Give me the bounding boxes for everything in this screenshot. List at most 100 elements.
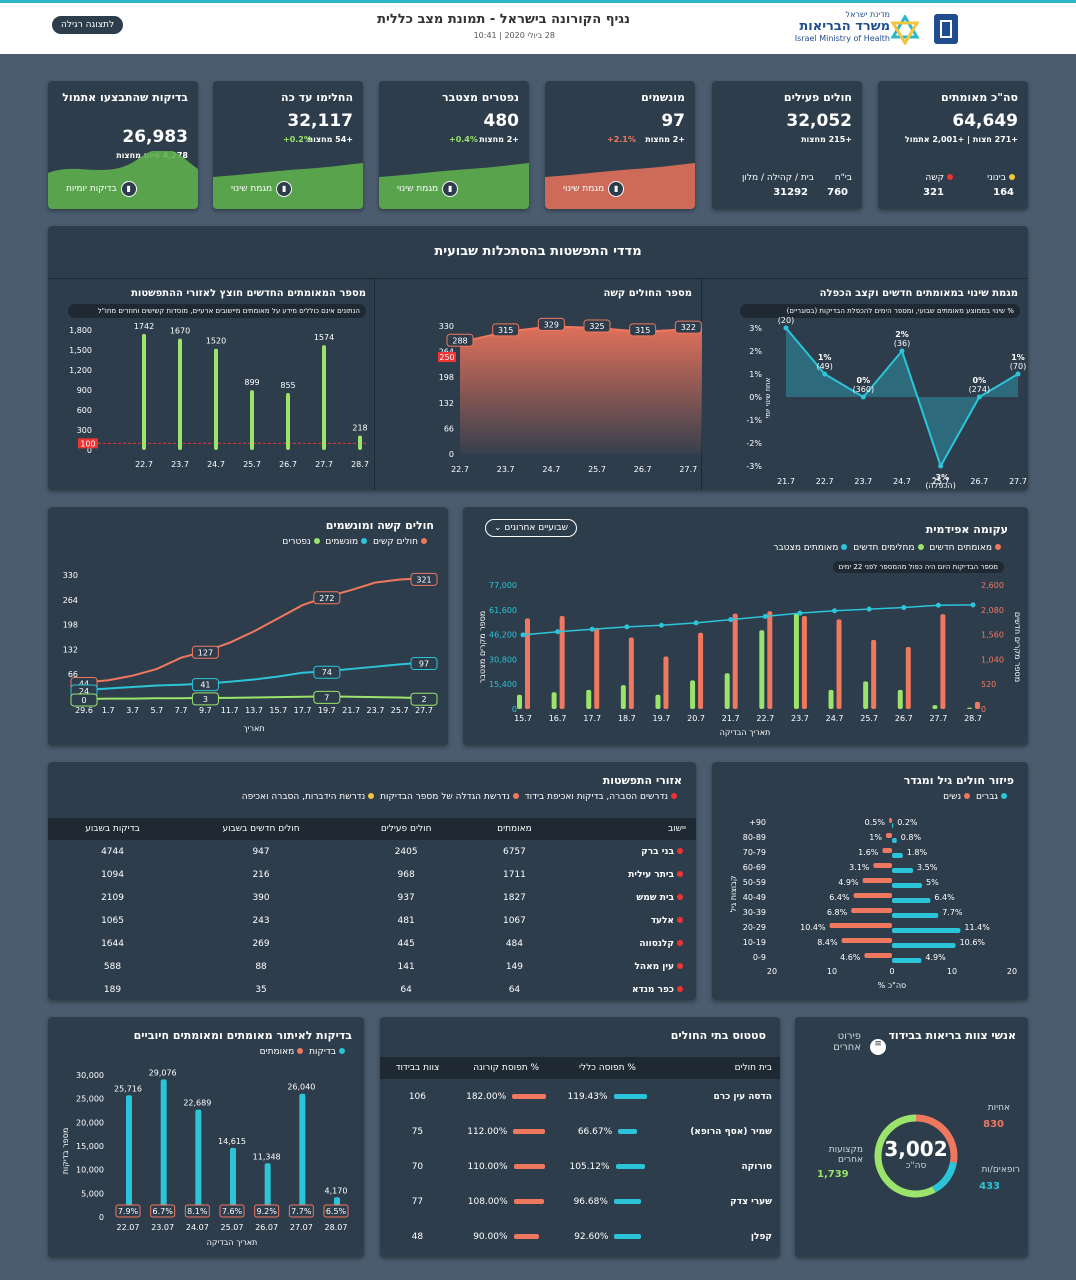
y-tick: 330 [63,571,78,580]
table-row[interactable]: קפלן 92.60% 90.00% 48 [380,1219,780,1254]
kpi-title: נפטרים מצטבר [442,91,519,104]
men-bar [892,898,931,903]
range-dropdown[interactable]: שבועיים אחרונים ⌄ [485,519,577,537]
kpi-trend-button[interactable]: ▮ מגמת שינוי [397,181,459,197]
x-tick: 28.7 [351,460,369,469]
x-tick: 27.7 [929,714,947,723]
severe-label-box [492,323,520,337]
y-tick: 198 [439,373,454,382]
severe-label-box [583,319,611,333]
table-row[interactable]: כפר מנדא 64 64 35 189 [48,978,696,1001]
table-cell: 1711 [502,869,526,880]
tests-legend: בדיקות מאומתים [260,1047,348,1057]
table-row[interactable]: קלנסווה 484 445 269 1644 [48,932,696,955]
severe-chart-title: מספר החולים קשה [603,288,692,299]
corona-occupancy: 182.00% [455,1079,558,1114]
men-bar [892,838,897,843]
table-header[interactable]: בית חולים [734,1063,772,1073]
x-tick: 16.7 [549,714,567,723]
staff-isolation: 75 [411,1126,424,1137]
doubling-label: (הכפלה) [925,481,955,490]
x-tick: 24.7 [542,465,560,474]
table-row[interactable]: עין מאהל 149 141 88 588 [48,955,696,978]
pct-label: 6.7% [153,1207,174,1216]
severe-vent-chart: 3302641981326604412727232124417497037229… [63,571,438,733]
table-row[interactable]: הדסה עין כרם 119.43% 182.00% 106 [380,1079,780,1114]
kpi-title: סה"כ מאומתים [941,91,1018,104]
men-label: 3.5% [917,863,938,872]
x-tick: 22.7 [135,460,153,469]
kpi-trend-button[interactable]: ▮ מגמת שינוי [563,181,625,197]
doctors-label: רופאים/ות [981,1165,1020,1175]
table-cell: 968 [397,869,415,880]
pct-label: 7.9% [118,1207,139,1216]
hospitals-table: בית חולים % תפוסה כללי % תפוסת קורונה צוות … [380,1057,780,1254]
list-icon[interactable]: ≡ [870,1039,886,1055]
y-left-tick: 0 [512,705,517,714]
x-tick: 7.7 [175,706,188,715]
staff-title: אנשי צוות בריאות בבידוד [888,1029,1016,1042]
table-header[interactable]: צוות בבידוד [395,1063,440,1073]
table-row[interactable]: בני ברק 6757 2405 947 4744 [48,840,696,863]
kpi-sub: +2 מחצות [479,135,519,144]
table-row[interactable]: בית שמש 1827 937 390 2109 [48,886,696,909]
women-bar [873,863,892,868]
y-right-tick: 2,600 [981,581,1004,590]
star-icon [890,15,920,45]
x-tick: 23.07 [151,1223,174,1232]
change-point [783,325,789,331]
nurses-value: 830 [983,1119,1004,1130]
pct-box [150,1204,176,1218]
kpi-pct: +0.2% [283,135,312,144]
kpi-trend-button[interactable]: ▮ מגמת שינוי [231,181,293,197]
table-cell: 937 [397,892,415,903]
table-row[interactable]: שערי צדק 96.68% 108.00% 77 [380,1184,780,1219]
epi-chart: 77,000 61,600 46,200 30,800 15,400 0 2,600 2,08… [478,581,1022,737]
recovered-bar [828,689,834,709]
men-label: 11.4% [964,923,990,932]
doubling-label: (20) [778,316,794,325]
kpi-trend-button[interactable]: ▮ בדיקות יומיות [66,181,137,197]
threshold-label: 100 [80,439,95,448]
table-row[interactable]: אלעד 1067 481 243 1065 [48,909,696,932]
epi-note: מספר הבדיקות היום היה כפול מהמספר לפני 2… [832,561,1004,573]
y-left-tick: 15,400 [489,680,517,689]
x-tick: 15.7 [514,714,532,723]
table-header[interactable]: % תפוסה כללי [578,1063,636,1073]
area-bar [322,345,326,450]
area-bar [286,393,290,450]
staff-detail-link[interactable]: פירוט אחרים [833,1031,861,1053]
doctors-value: 433 [979,1181,1000,1192]
pct-box [288,1204,314,1218]
normal-view-button[interactable]: לתצוגה רגילה [52,16,124,34]
table-row[interactable]: ביתר עילית 1711 968 216 1094 [48,863,696,886]
recovered-bar [967,707,972,709]
table-cell: בני ברק [562,840,696,863]
new-cases-bar [663,656,669,709]
table-header: בדיקות בשבוע [85,824,140,834]
x-tick: 25.7 [860,714,878,723]
x-tick: 10 [827,967,837,976]
table-cell: 1067 [502,915,526,926]
x-tick: 25.7 [391,706,409,715]
men-label: 1.8% [907,848,928,857]
table-header[interactable]: % תפוסת קורונה [473,1063,540,1073]
age-y-label: קבוצות גיל [729,875,738,912]
pct-box [115,1204,141,1218]
table-row[interactable]: סורוקה 105.12% 110.00% 70 [380,1149,780,1184]
recovered-bar [690,680,696,709]
marker-box [438,352,456,363]
severe-label: 322 [681,323,696,332]
recovered-bar [793,613,799,709]
x-tick: 20 [1007,967,1017,976]
x-tick: 23.7 [497,465,515,474]
table-row[interactable]: שמיר (אסף הרופא) 66.67% 112.00% 75 [380,1114,780,1149]
staff-total: 3,002 [884,1137,948,1161]
kpi-value-1: 164 [993,187,1014,198]
y-tick: 66 [444,424,454,433]
pct-box [219,1204,245,1218]
staff-panel: אנשי צוות בריאות בבידוד ≡ פירוט אחרים 3,… [795,1017,1028,1257]
x-tick: 11.7 [221,706,239,715]
series-label: 272 [319,594,334,603]
